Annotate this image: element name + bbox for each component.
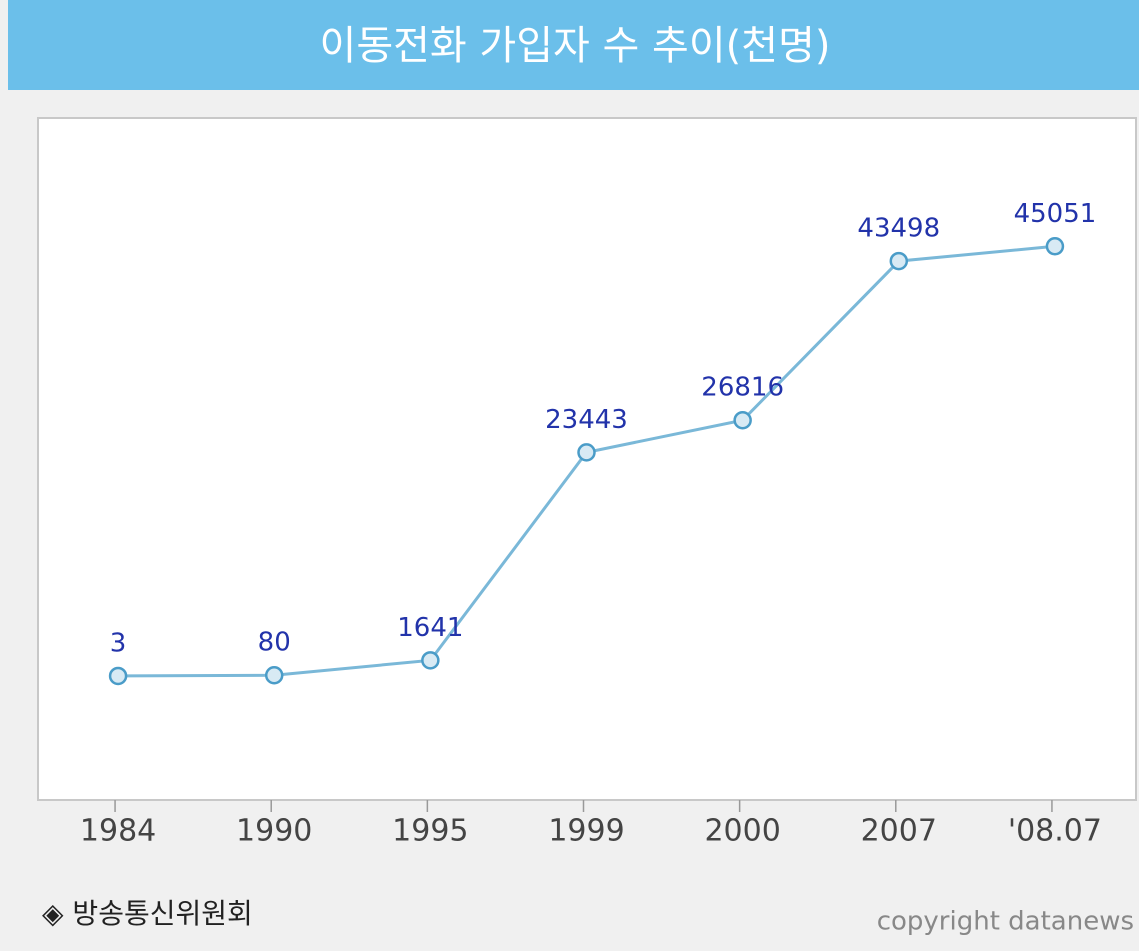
point [421, 651, 440, 670]
point [577, 443, 596, 462]
point [1045, 237, 1065, 256]
x-tick-label: 1990 [236, 814, 312, 849]
x-tick-label: '08.07 [1008, 814, 1102, 849]
value-label: 23443 [545, 405, 628, 435]
value-label: 1641 [397, 613, 463, 643]
chart-title: 이동전화 가입자 수 추이(천명) [320, 23, 831, 69]
point [108, 666, 128, 686]
point [733, 410, 752, 430]
value-label: 45051 [1014, 199, 1097, 229]
value-label: 3 [110, 628, 127, 658]
x-tick-label: 2000 [704, 814, 780, 849]
title-band [8, 0, 1139, 90]
copyright: copyright datanews [877, 907, 1134, 937]
value-label: 26816 [701, 373, 784, 403]
value-label: 80 [258, 628, 291, 658]
x-tick-label: 1984 [80, 814, 156, 849]
point [264, 665, 284, 685]
x-tick-label: 1999 [548, 814, 624, 849]
value-label: 43498 [857, 214, 940, 244]
x-tick-label: 1995 [392, 814, 468, 849]
point [889, 251, 909, 271]
x-tick-label: 2007 [861, 814, 937, 849]
source: ◈ 방송통신위원회 [42, 897, 253, 930]
